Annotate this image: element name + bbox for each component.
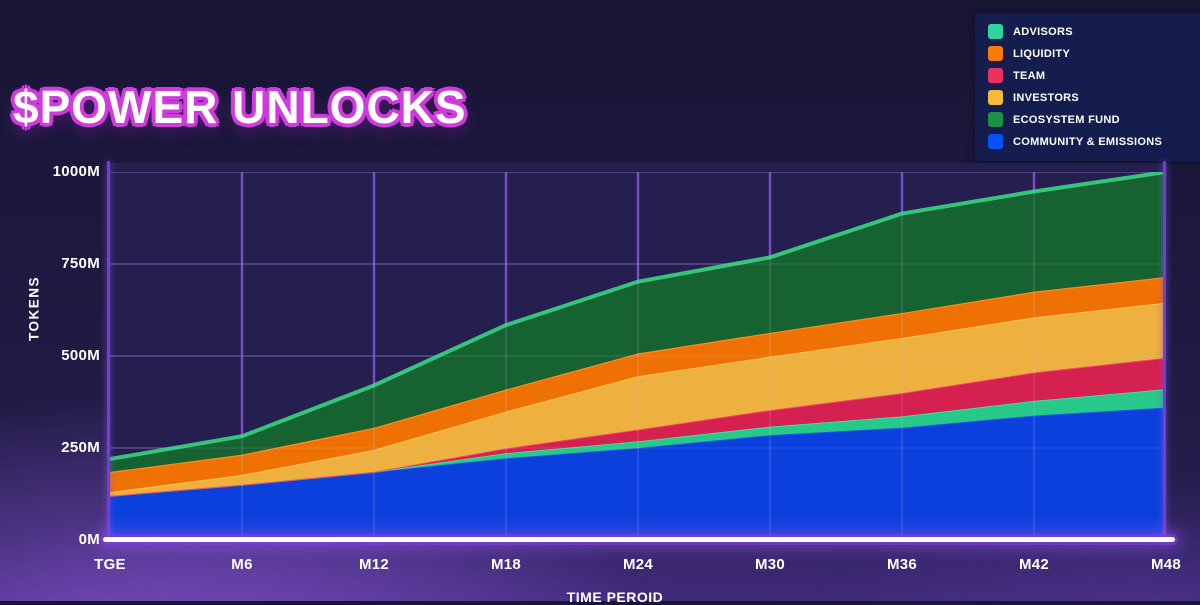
legend-item: COMMUNITY & EMISSIONS (988, 134, 1184, 149)
legend-item: TEAM (988, 68, 1184, 83)
x-axis-line (103, 537, 1175, 542)
x-axis-title: TIME PEROID (566, 589, 664, 605)
y-axis-title: TOKENS (26, 276, 42, 342)
legend-swatch (988, 68, 1003, 83)
chart-title: $POWER UNLOCKS (13, 81, 467, 133)
legend-label: ADVISORS (1013, 25, 1073, 38)
x-tick-label: M18 (490, 556, 522, 573)
legend-item: LIQUIDITY (988, 46, 1184, 61)
x-tick-label: M48 (1150, 556, 1182, 573)
x-tick-label: M24 (622, 556, 654, 573)
y-tick-label: 0M (78, 531, 100, 548)
area-liquidity (110, 276, 1166, 493)
legend-label: INVESTORS (1013, 91, 1080, 104)
legend-swatch (988, 24, 1003, 39)
right-axis-line (1163, 161, 1166, 543)
legend-label: COMMUNITY & EMISSIONS (1013, 135, 1163, 148)
x-tick-label: M12 (358, 556, 390, 573)
x-tick-label: TGE (94, 556, 126, 573)
x-tick-label: M30 (754, 556, 786, 573)
legend-label: TEAM (1013, 69, 1046, 82)
area-investors (110, 302, 1166, 496)
legend-swatch (988, 112, 1003, 127)
area-ecosystem-fund (110, 172, 1166, 472)
area-advisors (110, 389, 1166, 496)
y-tick-label: 250M (61, 439, 100, 456)
unlock-area-chart (110, 172, 1166, 540)
legend-label: LIQUIDITY (1013, 47, 1071, 60)
legend-item: ECOSYSTEM FUND (988, 112, 1184, 127)
legend-swatch (988, 134, 1003, 149)
y-tick-label: 750M (61, 255, 100, 272)
x-tick-label: M42 (1018, 556, 1050, 573)
legend-item: INVESTORS (988, 90, 1184, 105)
area-team (110, 357, 1166, 496)
legend-label: ECOSYSTEM FUND (1013, 113, 1120, 126)
y-tick-label: 1000M (52, 163, 100, 180)
area-community-emissions (110, 407, 1166, 540)
y-axis-line (107, 161, 110, 543)
legend-swatch (988, 46, 1003, 61)
legend-item: ADVISORS (988, 24, 1184, 39)
legend: ADVISORS LIQUIDITY TEAM INVESTORS ECOSYSTEM … (975, 13, 1200, 161)
y-tick-label: 500M (61, 347, 100, 364)
legend-swatch (988, 90, 1003, 105)
x-tick-label: M36 (886, 556, 918, 573)
x-tick-label: M6 (231, 556, 253, 573)
